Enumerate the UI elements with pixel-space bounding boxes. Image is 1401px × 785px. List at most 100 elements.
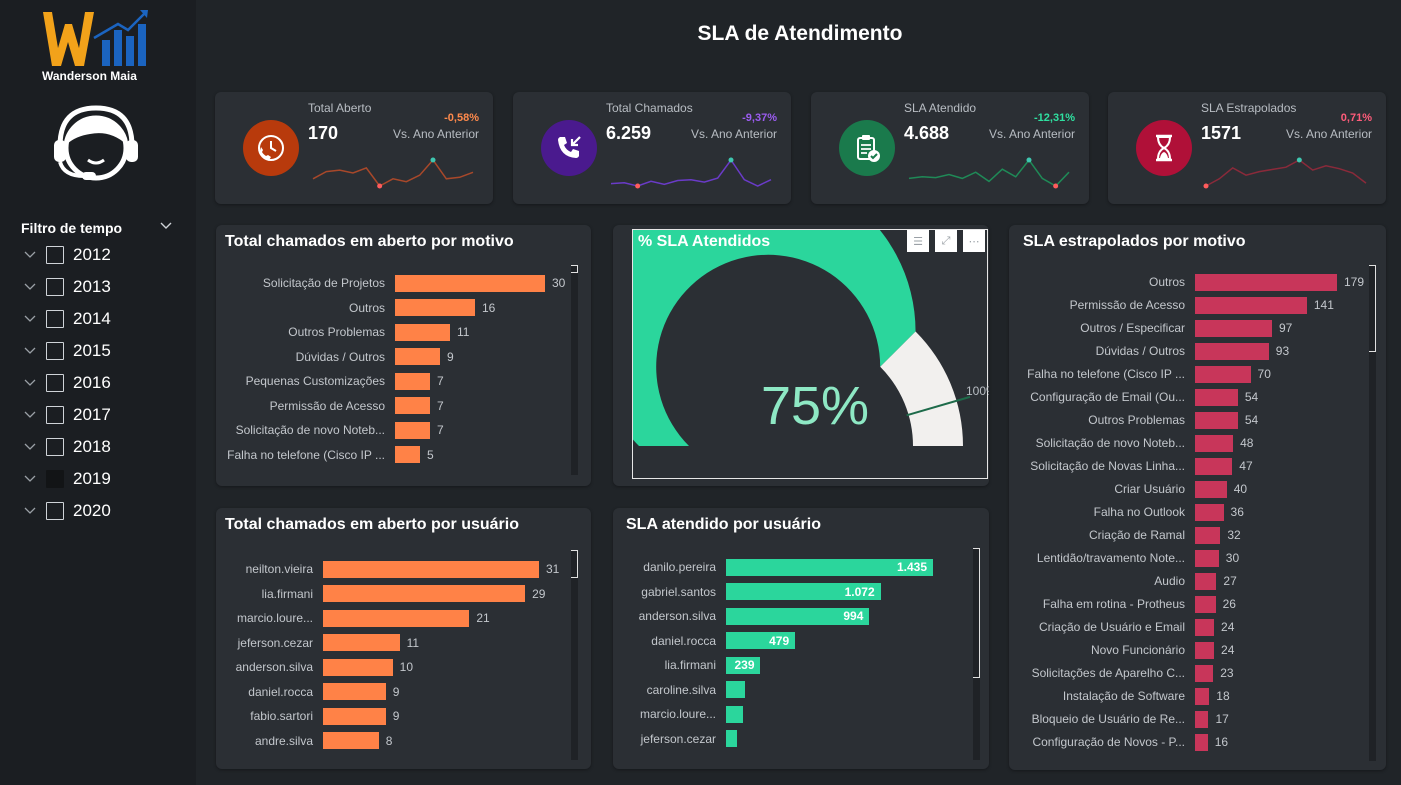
chevron-down-icon[interactable]: [22, 311, 38, 327]
scrollbar[interactable]: [571, 265, 578, 475]
bar[interactable]: [1195, 641, 1215, 659]
chevron-down-icon[interactable]: [22, 503, 38, 519]
year-checkbox[interactable]: [46, 278, 64, 296]
bar-row[interactable]: daniel.rocca 9: [248, 682, 399, 702]
bar[interactable]: [1195, 434, 1234, 452]
bar-row[interactable]: Solicitações de Aparelho C... 23: [1032, 663, 1234, 683]
bar[interactable]: [395, 323, 450, 341]
year-filter-2012[interactable]: 2012: [22, 241, 111, 269]
bar[interactable]: [323, 683, 386, 700]
year-filter-2015[interactable]: 2015: [22, 337, 111, 365]
bar-row[interactable]: Outros / Especificar 97: [1080, 318, 1292, 338]
bar[interactable]: [395, 372, 430, 390]
scrollbar-thumb[interactable]: [973, 548, 980, 678]
bar-row[interactable]: Audio 27: [1154, 571, 1237, 591]
bar-row[interactable]: Permissão de Acesso 7: [270, 396, 444, 416]
bar[interactable]: [395, 348, 440, 365]
bar-row[interactable]: lia.firmani 239: [665, 655, 761, 675]
bar[interactable]: [1195, 365, 1251, 383]
bar-row[interactable]: Outros 179: [1149, 272, 1364, 292]
chevron-down-icon[interactable]: [22, 247, 38, 263]
bar[interactable]: [395, 274, 545, 292]
bar[interactable]: [323, 609, 470, 627]
bar[interactable]: [1195, 480, 1227, 498]
bar[interactable]: [1195, 319, 1272, 337]
bar[interactable]: [1195, 572, 1217, 590]
bar-row[interactable]: danilo.pereira 1.435: [643, 557, 933, 577]
bar[interactable]: [395, 421, 430, 439]
bar[interactable]: [395, 397, 430, 414]
year-checkbox[interactable]: [46, 246, 64, 264]
bar-row[interactable]: gabriel.santos 1.072: [641, 582, 881, 602]
bar[interactable]: [323, 707, 386, 725]
bar[interactable]: [726, 656, 761, 674]
bar-row[interactable]: jeferson.cezar: [641, 729, 737, 749]
bar-row[interactable]: Dúvidas / Outros 93: [1096, 341, 1289, 361]
bar[interactable]: [1195, 549, 1219, 567]
bar-row[interactable]: Pequenas Customizações 7: [246, 371, 444, 391]
chevron-down-icon[interactable]: [22, 407, 38, 423]
bar[interactable]: [323, 585, 526, 602]
bar-row[interactable]: Outros Problemas 11: [288, 322, 469, 342]
year-checkbox[interactable]: [46, 470, 64, 488]
scrollbar-thumb[interactable]: [571, 265, 578, 273]
year-filter-2014[interactable]: 2014: [22, 305, 111, 333]
bar-row[interactable]: Dúvidas / Outros 9: [296, 347, 454, 367]
scrollbar[interactable]: [571, 550, 578, 760]
bar-row[interactable]: Instalação de Software 18: [1063, 686, 1230, 706]
year-filter-2013[interactable]: 2013: [22, 273, 111, 301]
bar-row[interactable]: andre.silva 8: [255, 731, 392, 751]
bar-row[interactable]: Falha no Outlook 36: [1094, 502, 1244, 522]
bar-row[interactable]: marcio.loure...: [640, 704, 744, 724]
more-options-icon[interactable]: ⋯: [963, 230, 985, 252]
bar[interactable]: [1195, 526, 1221, 544]
year-filter-2018[interactable]: 2018: [22, 433, 111, 461]
scrollbar-thumb[interactable]: [571, 550, 578, 578]
bar-row[interactable]: Solicitação de novo Noteb... 48: [1036, 433, 1253, 453]
bar-row[interactable]: fabio.sartori 9: [250, 706, 399, 726]
focus-mode-icon[interactable]: ⤢: [935, 230, 957, 252]
bar-row[interactable]: neilton.vieira 31: [246, 559, 559, 579]
bar[interactable]: [323, 732, 379, 749]
filter-icon[interactable]: ☰: [907, 230, 929, 252]
bar[interactable]: [1195, 457, 1233, 475]
bar-row[interactable]: Solicitação de Novas Linha... 47: [1030, 456, 1253, 476]
bar[interactable]: [726, 583, 881, 600]
bar-row[interactable]: daniel.rocca 479: [651, 631, 796, 651]
bar-row[interactable]: anderson.silva 994: [639, 606, 870, 626]
bar[interactable]: [726, 607, 870, 625]
bar[interactable]: [395, 446, 420, 463]
year-checkbox[interactable]: [46, 438, 64, 456]
bar-row[interactable]: lia.firmani 29: [262, 584, 545, 604]
bar-row[interactable]: anderson.silva 10: [236, 657, 413, 677]
year-filter-2017[interactable]: 2017: [22, 401, 111, 429]
year-checkbox[interactable]: [46, 374, 64, 392]
chevron-down-icon[interactable]: [22, 471, 38, 487]
bar[interactable]: [1195, 710, 1209, 728]
bar[interactable]: [726, 632, 796, 649]
bar[interactable]: [726, 681, 745, 698]
bar[interactable]: [726, 705, 744, 723]
bar-row[interactable]: Bloqueio de Usuário de Re... 17: [1032, 709, 1229, 729]
bar[interactable]: [1195, 687, 1210, 705]
bar-row[interactable]: Outros 16: [349, 298, 495, 318]
bar[interactable]: [726, 730, 737, 747]
bar[interactable]: [323, 560, 539, 578]
bar-row[interactable]: marcio.loure... 21: [237, 608, 490, 628]
scrollbar[interactable]: [1369, 265, 1376, 761]
bar[interactable]: [395, 299, 475, 316]
bar[interactable]: [1195, 664, 1214, 682]
chevron-down-icon[interactable]: [22, 279, 38, 295]
bar-row[interactable]: Outros Problemas 54: [1088, 410, 1258, 430]
year-checkbox[interactable]: [46, 310, 64, 328]
bar[interactable]: [1195, 503, 1224, 521]
bar[interactable]: [1195, 618, 1215, 636]
bar-row[interactable]: Criação de Ramal 32: [1089, 525, 1241, 545]
chevron-down-icon[interactable]: [22, 375, 38, 391]
bar[interactable]: [1195, 388, 1238, 406]
bar-row[interactable]: jeferson.cezar 11: [238, 633, 419, 653]
year-checkbox[interactable]: [46, 342, 64, 360]
bar[interactable]: [323, 658, 393, 676]
bar[interactable]: [323, 634, 400, 651]
bar-row[interactable]: Permissão de Acesso 141: [1070, 295, 1334, 315]
